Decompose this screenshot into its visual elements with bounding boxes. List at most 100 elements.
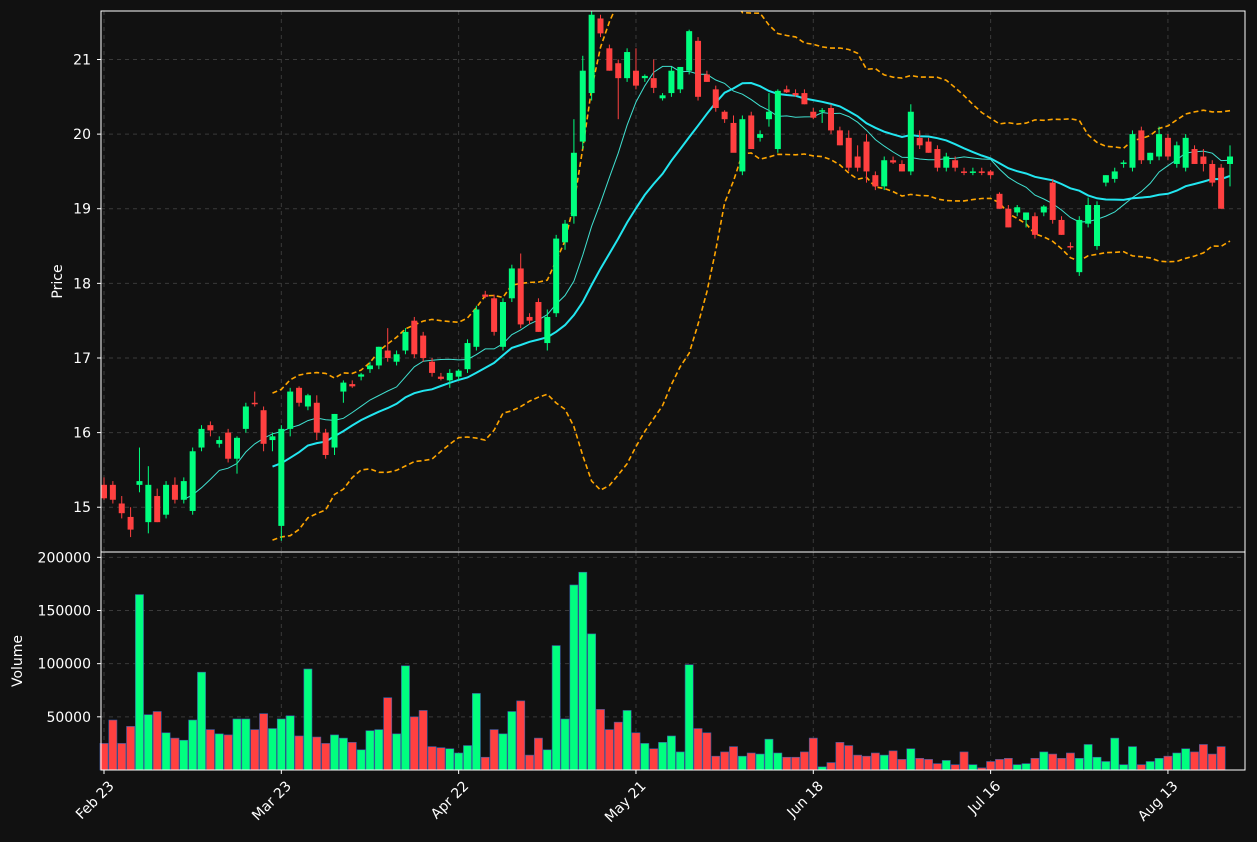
volume-bar — [250, 729, 260, 771]
candle — [1031, 212, 1038, 239]
candle — [881, 156, 888, 191]
candle-body — [836, 130, 843, 146]
candle-body — [402, 331, 409, 351]
volume-bar — [551, 645, 561, 771]
volume-tick-label: 150000 — [38, 603, 91, 619]
candle-body — [251, 402, 258, 405]
candle-body — [455, 370, 462, 377]
candle — [1005, 205, 1012, 228]
volume-bar — [933, 763, 942, 771]
volume-bar — [471, 693, 481, 771]
volume-bar — [578, 571, 588, 771]
candle-body — [526, 316, 533, 321]
volume-bar — [640, 743, 650, 771]
candle — [969, 167, 976, 176]
candle — [1191, 145, 1198, 164]
volume-bar — [312, 736, 322, 771]
candle — [544, 309, 551, 351]
candle-body — [340, 382, 347, 392]
candle — [783, 85, 790, 94]
candle-body — [1102, 175, 1109, 183]
candle — [508, 264, 515, 303]
candle-body — [535, 302, 542, 332]
candle-body — [482, 294, 489, 297]
volume-bar — [941, 760, 951, 771]
volume-bar — [303, 668, 313, 771]
candle — [535, 298, 542, 332]
candle — [384, 328, 391, 362]
volume-bar — [596, 709, 605, 771]
volume-bar — [684, 664, 694, 771]
candle — [907, 104, 914, 176]
candle — [863, 134, 870, 183]
candle-body — [189, 451, 196, 511]
volume-bar — [161, 732, 171, 771]
candle-body — [1173, 145, 1180, 164]
candle — [296, 386, 303, 407]
candle-body — [1227, 156, 1233, 164]
volume-bar — [1190, 751, 1199, 771]
volume-panel: 50000 100000 150000 200000 Volume — [10, 550, 1246, 771]
volume-bar — [143, 714, 153, 771]
volume-bar — [1110, 737, 1120, 771]
candle — [402, 328, 409, 355]
volume-bar — [268, 728, 277, 771]
volume-bar — [454, 752, 464, 771]
candle-body — [1076, 219, 1083, 273]
candle — [180, 477, 187, 504]
candle-body — [615, 63, 622, 79]
candle-body — [765, 111, 772, 120]
candle-body — [1156, 134, 1163, 157]
volume-bar — [746, 752, 756, 771]
lower-band-line — [272, 152, 1231, 541]
candle — [845, 130, 852, 172]
volume-bar — [995, 759, 1004, 771]
candle-body — [730, 122, 737, 153]
volume-bar — [507, 711, 517, 771]
candle-body — [1182, 137, 1189, 168]
volume-bar — [604, 729, 614, 771]
volume-bar — [693, 728, 703, 771]
candle — [242, 402, 249, 433]
candle — [304, 393, 311, 411]
volume-bar — [737, 755, 747, 771]
candle — [792, 89, 799, 97]
volume-bar — [1128, 746, 1137, 771]
candle-body — [437, 376, 444, 379]
candle — [730, 115, 737, 153]
candle — [757, 130, 764, 142]
candle — [898, 160, 905, 172]
candle-body — [349, 384, 356, 387]
volume-bar — [844, 745, 854, 771]
candle — [358, 372, 365, 381]
candle — [668, 66, 675, 97]
price-tick-label: 18 — [73, 276, 91, 292]
volume-bar — [525, 754, 534, 771]
volume-bar — [800, 751, 809, 771]
candle-body — [1200, 156, 1207, 164]
volume-bar — [392, 733, 401, 771]
candle-body — [792, 93, 799, 96]
candle-body — [863, 141, 870, 172]
candle — [366, 361, 373, 373]
volume-bar — [223, 734, 233, 771]
candle — [1138, 126, 1145, 164]
candle — [1023, 212, 1030, 228]
candle — [491, 294, 498, 336]
candle-body — [579, 70, 586, 142]
candle-body — [606, 48, 613, 71]
volume-bar — [986, 761, 995, 771]
volume-bar — [587, 633, 597, 771]
candle-body — [978, 171, 985, 173]
volume-tick-label: 50000 — [46, 710, 91, 726]
candle-body — [180, 481, 187, 500]
volume-bar — [347, 742, 357, 771]
candle-body — [890, 160, 897, 163]
volume-bar — [1181, 748, 1191, 771]
candle — [473, 305, 480, 351]
volume-bar — [1066, 752, 1075, 771]
candle-body — [570, 152, 577, 217]
volume-bar — [764, 738, 774, 771]
candle — [1182, 134, 1189, 172]
